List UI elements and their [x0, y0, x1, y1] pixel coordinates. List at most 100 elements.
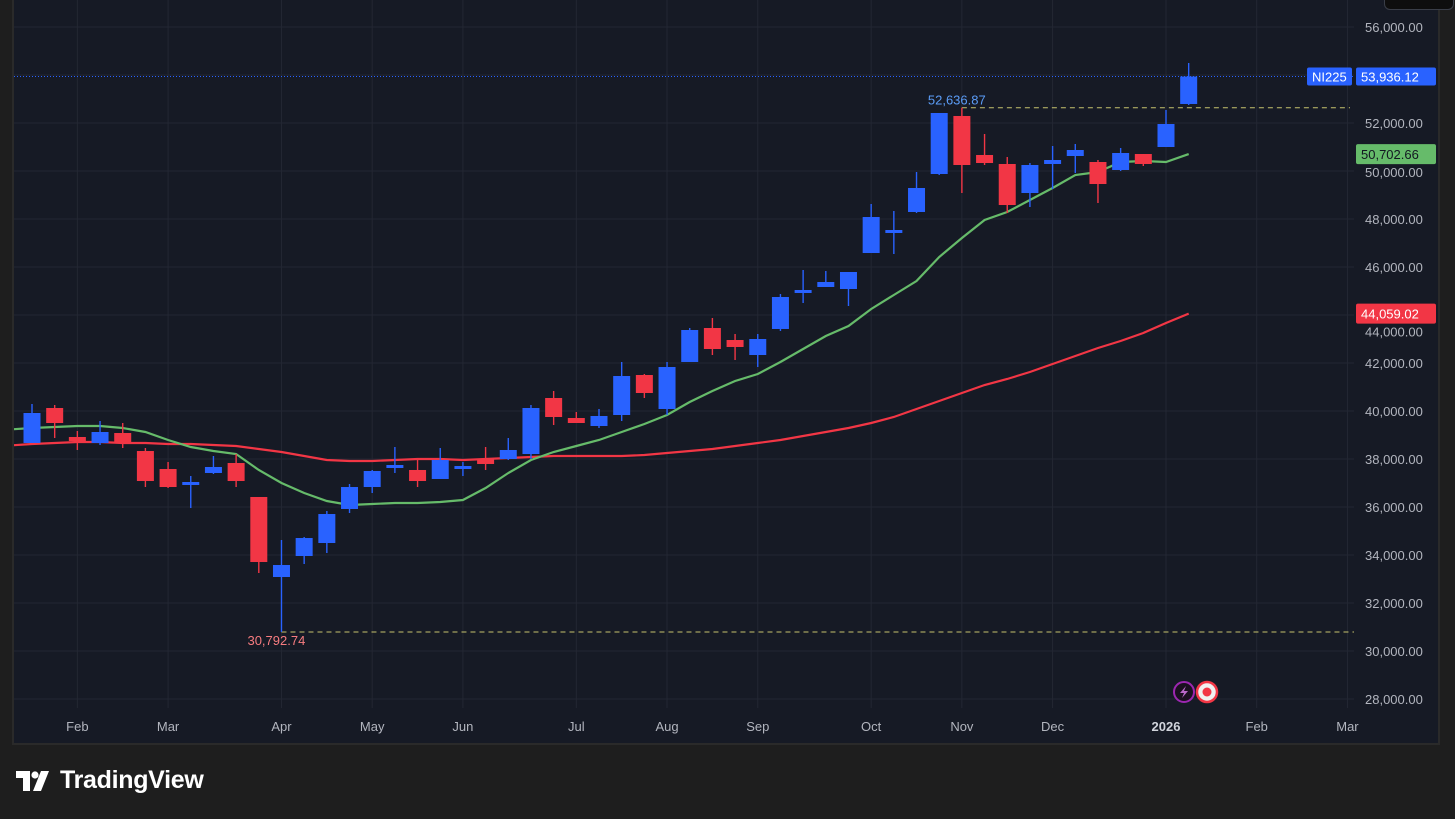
- x-tick-label: Jun: [452, 719, 473, 734]
- candle: [794, 270, 812, 303]
- candle-body: [839, 271, 857, 290]
- candle: [431, 448, 449, 479]
- candle: [658, 361, 676, 416]
- x-tick-label: Aug: [655, 719, 678, 734]
- y-tick-label: 46,000.00: [1365, 260, 1423, 275]
- candle-body: [998, 163, 1016, 206]
- x-tick-label: Mar: [157, 719, 180, 734]
- candle-body: [182, 481, 200, 485]
- top-right-button[interactable]: [1384, 0, 1454, 10]
- candle: [1112, 148, 1130, 171]
- candle: [885, 211, 903, 254]
- candle-body: [703, 328, 721, 350]
- candle: [182, 475, 200, 509]
- candle-body: [862, 217, 880, 254]
- y-tick-label: 30,000.00: [1365, 644, 1423, 659]
- x-tick-label: Jul: [568, 719, 585, 734]
- candle: [1089, 160, 1107, 203]
- candle-body: [454, 466, 472, 470]
- y-tick-label: 36,000.00: [1365, 500, 1423, 515]
- y-tick-label: 56,000.00: [1365, 20, 1423, 35]
- candle-body: [613, 376, 631, 416]
- time-axis[interactable]: Feb Mar Apr May Jun Jul Aug Sep Oct Nov Dec 2026 Feb…: [66, 719, 1359, 734]
- y-tick-label: 28,000.00: [1365, 692, 1423, 707]
- candle: [590, 409, 608, 428]
- x-tick-label: Dec: [1041, 719, 1065, 734]
- tradingview-logo[interactable]: TradingView: [16, 766, 204, 795]
- candle-body: [136, 451, 154, 482]
- ma-slow-badge: [1356, 303, 1436, 324]
- y-tick-label: 40,000.00: [1365, 404, 1423, 419]
- candle-body: [817, 282, 835, 287]
- candle: [295, 537, 313, 564]
- candle-body: [635, 375, 653, 393]
- y-tick-label: 48,000.00: [1365, 212, 1423, 227]
- chart-panel[interactable]: 56,000.00 52,000.00 50,000.00 48,000.00 46,0…: [12, 0, 1454, 745]
- candle: [522, 405, 540, 459]
- candle-body: [272, 565, 290, 578]
- candle: [204, 456, 222, 474]
- y-tick-label: 50,000.00: [1365, 165, 1423, 180]
- y-tick-label: 32,000.00: [1365, 596, 1423, 611]
- tradingview-logo-icon: [16, 770, 49, 791]
- symbol-badge-text: NI225: [1312, 70, 1347, 85]
- candle: [817, 271, 835, 287]
- candle-body: [341, 487, 359, 509]
- candle: [635, 373, 653, 398]
- candle-body: [1044, 160, 1062, 164]
- candle-body: [499, 450, 517, 459]
- high-label: 52,636.87: [928, 93, 986, 108]
- candle: [1180, 63, 1198, 105]
- candle-body: [227, 463, 245, 482]
- candle-body: [295, 538, 313, 557]
- candle: [703, 318, 721, 356]
- last-price-badge-text: 53,936.12: [1361, 70, 1419, 85]
- candle: [68, 430, 86, 450]
- candle: [1044, 145, 1062, 189]
- candle: [930, 112, 948, 176]
- candle-body: [908, 187, 926, 212]
- candle: [409, 460, 427, 488]
- candle: [386, 447, 404, 473]
- chart-canvas[interactable]: 56,000.00 52,000.00 50,000.00 48,000.00 46,0…: [14, 0, 1442, 745]
- symbol-badge: [1307, 67, 1352, 86]
- candle-body: [976, 154, 994, 164]
- candle: [908, 172, 926, 213]
- lightning-icon[interactable]: [1173, 681, 1195, 703]
- candle-body: [91, 432, 109, 443]
- price-axis[interactable]: 56,000.00 52,000.00 50,000.00 48,000.00 46,0…: [1365, 20, 1423, 707]
- candle-body: [771, 297, 789, 329]
- y-tick-label: 42,000.00: [1365, 356, 1423, 371]
- candle-body: [885, 229, 903, 233]
- candle: [318, 511, 336, 554]
- x-tick-label: Feb: [66, 719, 88, 734]
- grid: [14, 0, 1354, 708]
- candle: [227, 454, 245, 488]
- low-label: 30,792.74: [247, 633, 305, 648]
- candle: [545, 391, 563, 425]
- candle: [114, 423, 132, 449]
- candle: [23, 403, 41, 443]
- candle: [1021, 163, 1039, 207]
- candle: [477, 447, 495, 470]
- x-tick-label: Oct: [861, 719, 882, 734]
- candle: [499, 438, 517, 461]
- candle-body: [658, 367, 676, 410]
- candle: [681, 328, 699, 362]
- record-icon[interactable]: [1195, 680, 1219, 704]
- ma-slow-line: [14, 312, 1190, 463]
- candle-body: [1180, 76, 1198, 104]
- last-price-badge: [1356, 67, 1436, 86]
- candle-body: [930, 112, 948, 174]
- candle-body: [545, 397, 563, 417]
- candle: [998, 157, 1016, 213]
- y-tick-label: 52,000.00: [1365, 116, 1423, 131]
- candle: [953, 107, 971, 194]
- candle: [91, 421, 109, 446]
- y-tick-label: 34,000.00: [1365, 548, 1423, 563]
- candle: [363, 469, 381, 494]
- candle-body: [68, 436, 86, 441]
- candle: [567, 412, 585, 423]
- candle: [862, 204, 880, 254]
- x-tick-label: Nov: [950, 719, 974, 734]
